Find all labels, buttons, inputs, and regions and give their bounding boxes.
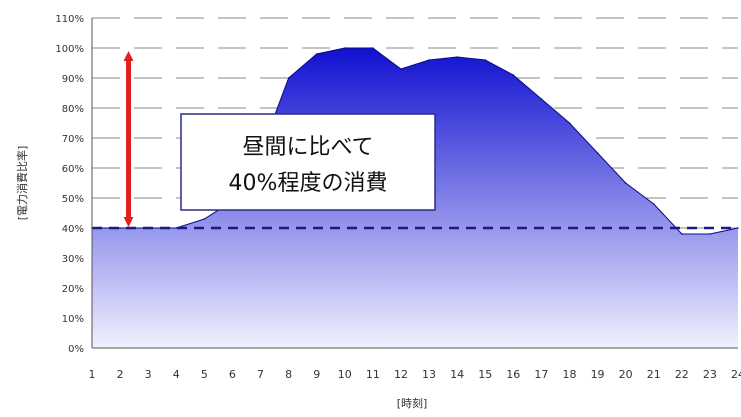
data-point [456, 56, 458, 58]
x-tick-label: 2 [117, 368, 124, 381]
x-tick-label: 1 [89, 368, 96, 381]
y-axis-title: [電力消費比率] [15, 146, 29, 221]
y-tick-label: 60% [62, 164, 84, 175]
data-point [709, 233, 711, 235]
x-tick-label: 16 [506, 368, 520, 381]
x-tick-label: 17 [534, 368, 548, 381]
x-tick-label: 11 [366, 368, 380, 381]
y-tick-label: 40% [62, 224, 84, 235]
data-point [428, 59, 430, 61]
data-point [625, 182, 627, 184]
data-point [316, 53, 318, 55]
data-point [484, 59, 486, 61]
data-point [681, 233, 683, 235]
y-tick-label: 80% [62, 104, 84, 115]
x-tick-label: 22 [675, 368, 689, 381]
x-tick-label: 24 [731, 368, 741, 381]
data-point [372, 47, 374, 49]
annotation-line-1: 昼間に比べて [242, 135, 373, 160]
data-point [513, 74, 515, 76]
data-point [175, 227, 177, 229]
y-tick-label: 30% [62, 254, 84, 265]
data-point [400, 68, 402, 70]
x-tick-label: 6 [229, 368, 236, 381]
x-tick-label: 20 [619, 368, 633, 381]
y-tick-label: 10% [62, 314, 84, 325]
y-tick-label: 100% [55, 44, 84, 55]
x-tick-label: 9 [313, 368, 320, 381]
data-point [288, 77, 290, 79]
y-tick-label: 50% [62, 194, 84, 205]
annotation-group: 昼間に比べて 40%程度の消費 [181, 114, 435, 210]
data-point [344, 47, 346, 49]
x-tick-label: 10 [338, 368, 352, 381]
x-tick-labels: 123456789101112131415161718192021222324 [89, 368, 741, 381]
x-tick-label: 8 [285, 368, 292, 381]
y-tick-labels: 0% 10% 20% 30% 40% 50% 60% 70% 80% 90% 100% 110% [55, 14, 84, 355]
data-point [597, 152, 599, 154]
x-tick-label: 3 [145, 368, 152, 381]
x-tick-label: 13 [422, 368, 436, 381]
data-point [119, 227, 121, 229]
x-tick-label: 18 [562, 368, 576, 381]
data-point [569, 122, 571, 124]
x-tick-label: 4 [173, 368, 180, 381]
x-tick-label: 12 [394, 368, 408, 381]
y-tick-label: 20% [62, 284, 84, 295]
y-tick-label: 0% [68, 344, 84, 355]
annotation-line-2: 40%程度の消費 [229, 171, 388, 196]
x-tick-label: 5 [201, 368, 208, 381]
x-tick-label: 15 [478, 368, 492, 381]
x-axis-title: [時刻] [397, 396, 428, 410]
data-point [653, 203, 655, 205]
data-point [204, 218, 206, 220]
x-tick-label: 23 [703, 368, 717, 381]
x-tick-label: 14 [450, 368, 464, 381]
y-tick-label: 70% [62, 134, 84, 145]
x-tick-label: 7 [257, 368, 264, 381]
y-tick-label: 110% [55, 14, 84, 25]
y-tick-label: 90% [62, 74, 84, 85]
x-tick-label: 19 [591, 368, 605, 381]
data-point [541, 98, 543, 100]
x-tick-label: 21 [647, 368, 661, 381]
